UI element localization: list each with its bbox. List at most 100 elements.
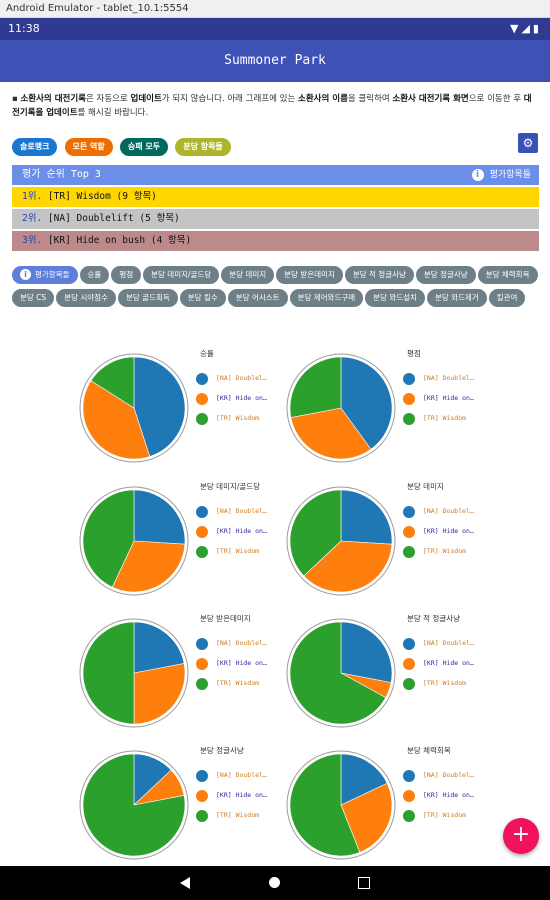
stat-tag[interactable]: 분당 적 정글사냥 xyxy=(344,265,414,284)
rank-summoner: [NA] Doublelift (5 항목) xyxy=(42,213,180,224)
pie-chart: 분당 정글사냥 [NA] Doublel… [KR] Hide on… [TR] Wi… xyxy=(78,746,298,866)
pie-svg xyxy=(286,750,396,860)
stat-tag[interactable]: 분당 골드획득 xyxy=(117,288,178,307)
ranking-info-button[interactable]: i 평가항목들 xyxy=(471,165,531,185)
filter-chip-result[interactable]: 승패 모두 xyxy=(119,138,169,156)
pie-chart: 분당 받은데미지 [NA] Doublel… [KR] Hide on… [TR] W… xyxy=(78,614,298,737)
legend-na[interactable]: [NA] Doublel… xyxy=(216,507,267,515)
pie-slice xyxy=(340,782,393,853)
legend-na[interactable]: [NA] Doublel… xyxy=(423,771,474,779)
legend-tr[interactable]: [TR] Wisdom xyxy=(216,414,260,422)
chart-title: 분당 체력회복 xyxy=(407,746,451,755)
legend-na[interactable]: [NA] Doublel… xyxy=(423,507,474,515)
notice-text-2: 은 자동으로 xyxy=(86,94,131,104)
filter-chip-queue[interactable]: 솔로랭크 xyxy=(12,138,58,156)
notice-text-8: 으로 이동한 후 xyxy=(468,94,524,104)
legend-swatch xyxy=(196,790,208,802)
legend-tr[interactable]: [TR] Wisdom xyxy=(423,811,467,819)
main-content[interactable]: ▪ 소환사의 대전기록은 자동으로 업데이트가 되지 않습니다. 아래 그래프에… xyxy=(0,82,550,866)
notice-text-6: 을 클릭하여 xyxy=(347,94,393,104)
back-icon[interactable] xyxy=(180,877,190,889)
legend-kr[interactable]: [KR] Hide on… xyxy=(423,394,474,402)
pie-svg xyxy=(286,486,396,596)
filter-chip-role[interactable]: 모든 역할 xyxy=(64,138,113,156)
legend-kr[interactable]: [KR] Hide on… xyxy=(216,527,267,535)
stat-info-tag[interactable]: i 평가항목들 xyxy=(12,265,78,284)
legend-swatch xyxy=(403,526,415,538)
pie-slice xyxy=(82,489,135,588)
legend-na[interactable]: [NA] Doublel… xyxy=(216,639,267,647)
home-icon[interactable] xyxy=(269,877,280,888)
stat-tag[interactable]: 분당 CS xyxy=(12,288,55,307)
stat-tag[interactable]: 분당 정글사냥 xyxy=(415,265,476,284)
ranking-row-3[interactable]: 3위. [KR] Hide on bush (4 항목) xyxy=(12,231,539,251)
stat-tag[interactable]: 분당 데미지/골드당 xyxy=(143,265,220,284)
legend-kr[interactable]: [KR] Hide on… xyxy=(423,791,474,799)
stat-tag[interactable]: 분당 와드제거 xyxy=(426,288,487,307)
info-icon: i xyxy=(20,268,31,280)
legend-swatch xyxy=(196,506,208,518)
stat-tag[interactable]: 분당 제어와드구매 xyxy=(289,288,364,307)
legend-kr[interactable]: [KR] Hide on… xyxy=(216,659,267,667)
legend-tr[interactable]: [TR] Wisdom xyxy=(423,547,467,555)
pie-slice xyxy=(133,356,186,457)
chart-title: 분당 데미지/골드당 xyxy=(200,482,261,491)
legend-swatch xyxy=(403,770,415,782)
legend-swatch xyxy=(403,373,415,385)
legend-kr[interactable]: [KR] Hide on… xyxy=(216,791,267,799)
stat-tag[interactable]: 분당 체력회복 xyxy=(477,265,538,284)
ranking-row-1[interactable]: 1위. [TR] Wisdom (9 항목) xyxy=(12,187,539,207)
notice-text-3: 업데이트 xyxy=(130,94,162,104)
stat-tag[interactable]: 분당 받은데미지 xyxy=(276,265,343,284)
pie-chart: 분당 적 정글사냥 [NA] Doublel… [KR] Hide on… [TR] … xyxy=(285,614,505,737)
legend-na[interactable]: [NA] Doublel… xyxy=(216,374,267,382)
legend-na[interactable]: [NA] Doublel… xyxy=(216,771,267,779)
chart-title: 분당 데미지 xyxy=(407,482,444,491)
sliders-icon[interactable]: ⚙ xyxy=(518,133,538,153)
pie-chart: 승률 [NA] Doublel… [KR] Hide on… [TR] Wisdom xyxy=(78,349,298,472)
stat-tag[interactable]: 킬관여 xyxy=(488,288,526,307)
legend-swatch xyxy=(403,393,415,405)
notice-text-4: 가 되지 않습니다. 아래 그래프에 있는 xyxy=(161,94,299,104)
legend-tr[interactable]: [TR] Wisdom xyxy=(423,414,467,422)
legend-kr[interactable]: [KR] Hide on… xyxy=(216,394,267,402)
stat-tag[interactable]: 분당 와드설치 xyxy=(365,288,425,307)
stat-info-label: 평가항목들 xyxy=(35,269,70,279)
status-icons: ▼◢▮ xyxy=(510,22,542,35)
legend-tr[interactable]: [TR] Wisdom xyxy=(216,547,260,555)
pie-chart: 분당 데미지 [NA] Doublel… [KR] Hide on… [TR] Wis… xyxy=(285,482,505,605)
pie-slice xyxy=(289,356,342,418)
legend-kr[interactable]: [KR] Hide on… xyxy=(423,527,474,535)
emulator-window-title: Android Emulator - tablet_10.1:5554 xyxy=(0,0,550,18)
pie-slice xyxy=(82,380,151,460)
legend-tr[interactable]: [TR] Wisdom xyxy=(423,679,467,687)
pie-svg xyxy=(79,353,189,463)
add-button[interactable]: + xyxy=(503,818,539,854)
ranking-row-2[interactable]: 2위. [NA] Doublelift (5 항목) xyxy=(12,209,539,229)
legend-tr[interactable]: [TR] Wisdom xyxy=(216,679,260,687)
legend-kr[interactable]: [KR] Hide on… xyxy=(423,659,474,667)
notice-bullet: ▪ xyxy=(12,94,21,104)
stat-tag[interactable]: 승률 xyxy=(79,265,110,284)
legend-swatch xyxy=(196,373,208,385)
recent-apps-icon[interactable] xyxy=(358,877,370,889)
pie-svg xyxy=(79,750,189,860)
stat-tag[interactable]: 분당 시야점수 xyxy=(56,288,116,307)
legend-swatch xyxy=(403,790,415,802)
legend-tr[interactable]: [TR] Wisdom xyxy=(216,811,260,819)
stat-tag[interactable]: 분당 데미지 xyxy=(221,265,275,284)
stat-tag[interactable]: 평점 xyxy=(111,265,142,284)
pie-slice xyxy=(82,621,135,725)
legend-na[interactable]: [NA] Doublel… xyxy=(423,374,474,382)
notice-text-5: 소환사의 이름 xyxy=(298,94,348,104)
pie-slice xyxy=(289,621,387,725)
legend-na[interactable]: [NA] Doublel… xyxy=(423,639,474,647)
stat-tag[interactable]: 분당 어시스트 xyxy=(227,288,288,307)
pie-slice xyxy=(133,663,186,725)
ranking-header: 평가 순위 Top 3 i 평가항목들 xyxy=(12,165,539,185)
stat-tag[interactable]: 분당 킬수 xyxy=(179,288,226,307)
filter-chip-stat-type[interactable]: 분당 항목들 xyxy=(175,138,231,156)
rank-position: 2위. xyxy=(22,213,43,224)
pie-slice xyxy=(289,489,342,577)
pie-slice xyxy=(133,489,186,545)
